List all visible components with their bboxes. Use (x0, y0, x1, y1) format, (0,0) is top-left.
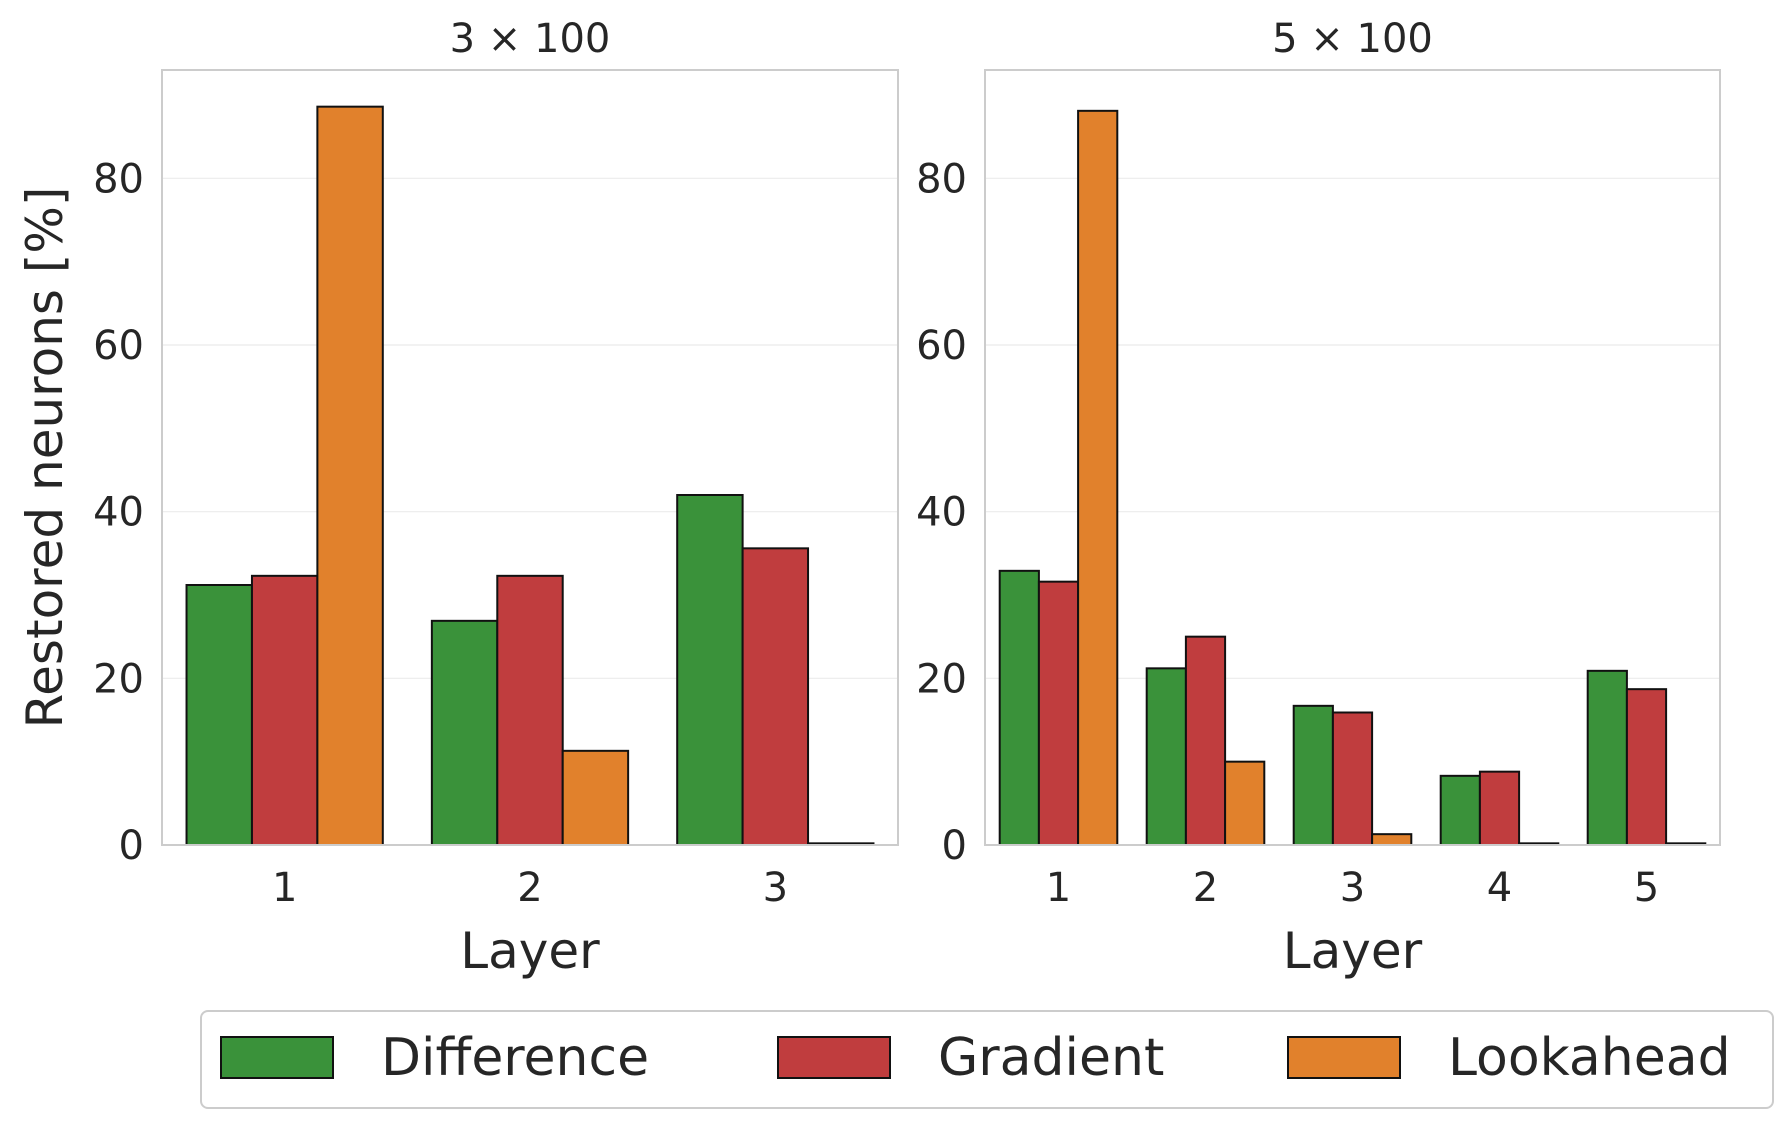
plot-frame (984, 69, 1721, 846)
bar-difference-layer-5 (1586, 669, 1628, 846)
y-tick-label: 20 (93, 656, 144, 702)
legend-label: Lookahead (1448, 1028, 1731, 1088)
bar-gradient-layer-4 (1478, 770, 1521, 847)
legend-label: Gradient (938, 1028, 1164, 1088)
y-tick-label: 40 (916, 490, 967, 536)
bar-gradient-layer-3 (1331, 711, 1374, 846)
bar-gradient-layer-3 (741, 547, 810, 846)
legend-swatch (220, 1036, 334, 1079)
x-tick-labels: 1 2 3 (272, 865, 788, 911)
x-tick-label: 2 (517, 865, 542, 911)
bar-lookahead-layer-2 (561, 749, 630, 846)
x-tick-label: 3 (1340, 865, 1365, 911)
bar-difference-layer-1 (998, 569, 1040, 846)
legend-entry-gradient: Gradient (777, 1028, 1164, 1088)
bar-gradient-layer-1 (1037, 580, 1080, 847)
bar-lookahead-layer-2 (1224, 760, 1266, 847)
legend-entry-lookahead: Lookahead (1287, 1028, 1731, 1088)
x-axis-label: Layer (460, 922, 600, 980)
bars (998, 109, 1707, 847)
y-tick-label: 60 (93, 323, 144, 369)
bar-difference-layer-1 (185, 584, 253, 846)
bar-gradient-layer-2 (496, 574, 564, 846)
y-tick-labels: 0 20 40 60 80 (916, 156, 967, 869)
bars (185, 105, 875, 846)
y-tick-label: 40 (93, 490, 144, 536)
chart-panel-5x100: 0 20 40 60 80 1 2 3 4 5 5 × 100 Layer (916, 16, 1721, 980)
x-tick-label: 3 (763, 865, 788, 911)
legend: Difference Gradient Lookahead (200, 1010, 1774, 1109)
legend-swatch (1287, 1036, 1401, 1079)
bar-difference-layer-3 (1292, 704, 1334, 846)
plot-frame (161, 69, 899, 846)
bar-gradient-layer-1 (250, 574, 319, 846)
x-axis-label: Layer (1283, 922, 1423, 980)
y-axis-label: Restored neurons [%] (16, 187, 74, 729)
y-tick-label: 80 (916, 156, 967, 202)
x-tick-label: 2 (1193, 865, 1218, 911)
bar-gradient-layer-5 (1625, 688, 1668, 847)
chart-title: 3 × 100 (450, 16, 611, 62)
bar-difference-layer-2 (430, 619, 499, 846)
bar-gradient-layer-2 (1184, 635, 1227, 847)
y-tick-label: 20 (916, 656, 967, 702)
legend-entry-difference: Difference (220, 1028, 649, 1088)
bar-difference-layer-3 (676, 494, 744, 846)
y-tick-label: 60 (916, 323, 967, 369)
y-tick-labels: 0 20 40 60 80 (93, 156, 144, 869)
legend-swatch (777, 1036, 891, 1079)
bar-lookahead-layer-3 (1371, 833, 1413, 847)
x-tick-labels: 1 2 3 4 5 (1046, 865, 1659, 911)
legend-frame (200, 1010, 1774, 1109)
bar-difference-layer-4 (1439, 774, 1481, 846)
bar-lookahead-layer-1 (316, 105, 384, 846)
legend-label: Difference (381, 1028, 649, 1088)
y-tick-label: 0 (942, 823, 967, 869)
chart-title: 5 × 100 (1272, 16, 1433, 62)
bar-difference-layer-2 (1145, 667, 1187, 846)
y-tick-label: 0 (119, 823, 144, 869)
bar-lookahead-layer-1 (1077, 109, 1119, 847)
x-tick-label: 5 (1634, 865, 1659, 911)
y-tick-label: 80 (93, 156, 144, 202)
chart-panel-3x100: 0 20 40 60 80 1 2 3 3 × 100 Layer Restored neu… (16, 16, 899, 980)
x-tick-label: 1 (272, 865, 297, 911)
x-tick-label: 4 (1487, 865, 1512, 911)
x-tick-label: 1 (1046, 865, 1071, 911)
